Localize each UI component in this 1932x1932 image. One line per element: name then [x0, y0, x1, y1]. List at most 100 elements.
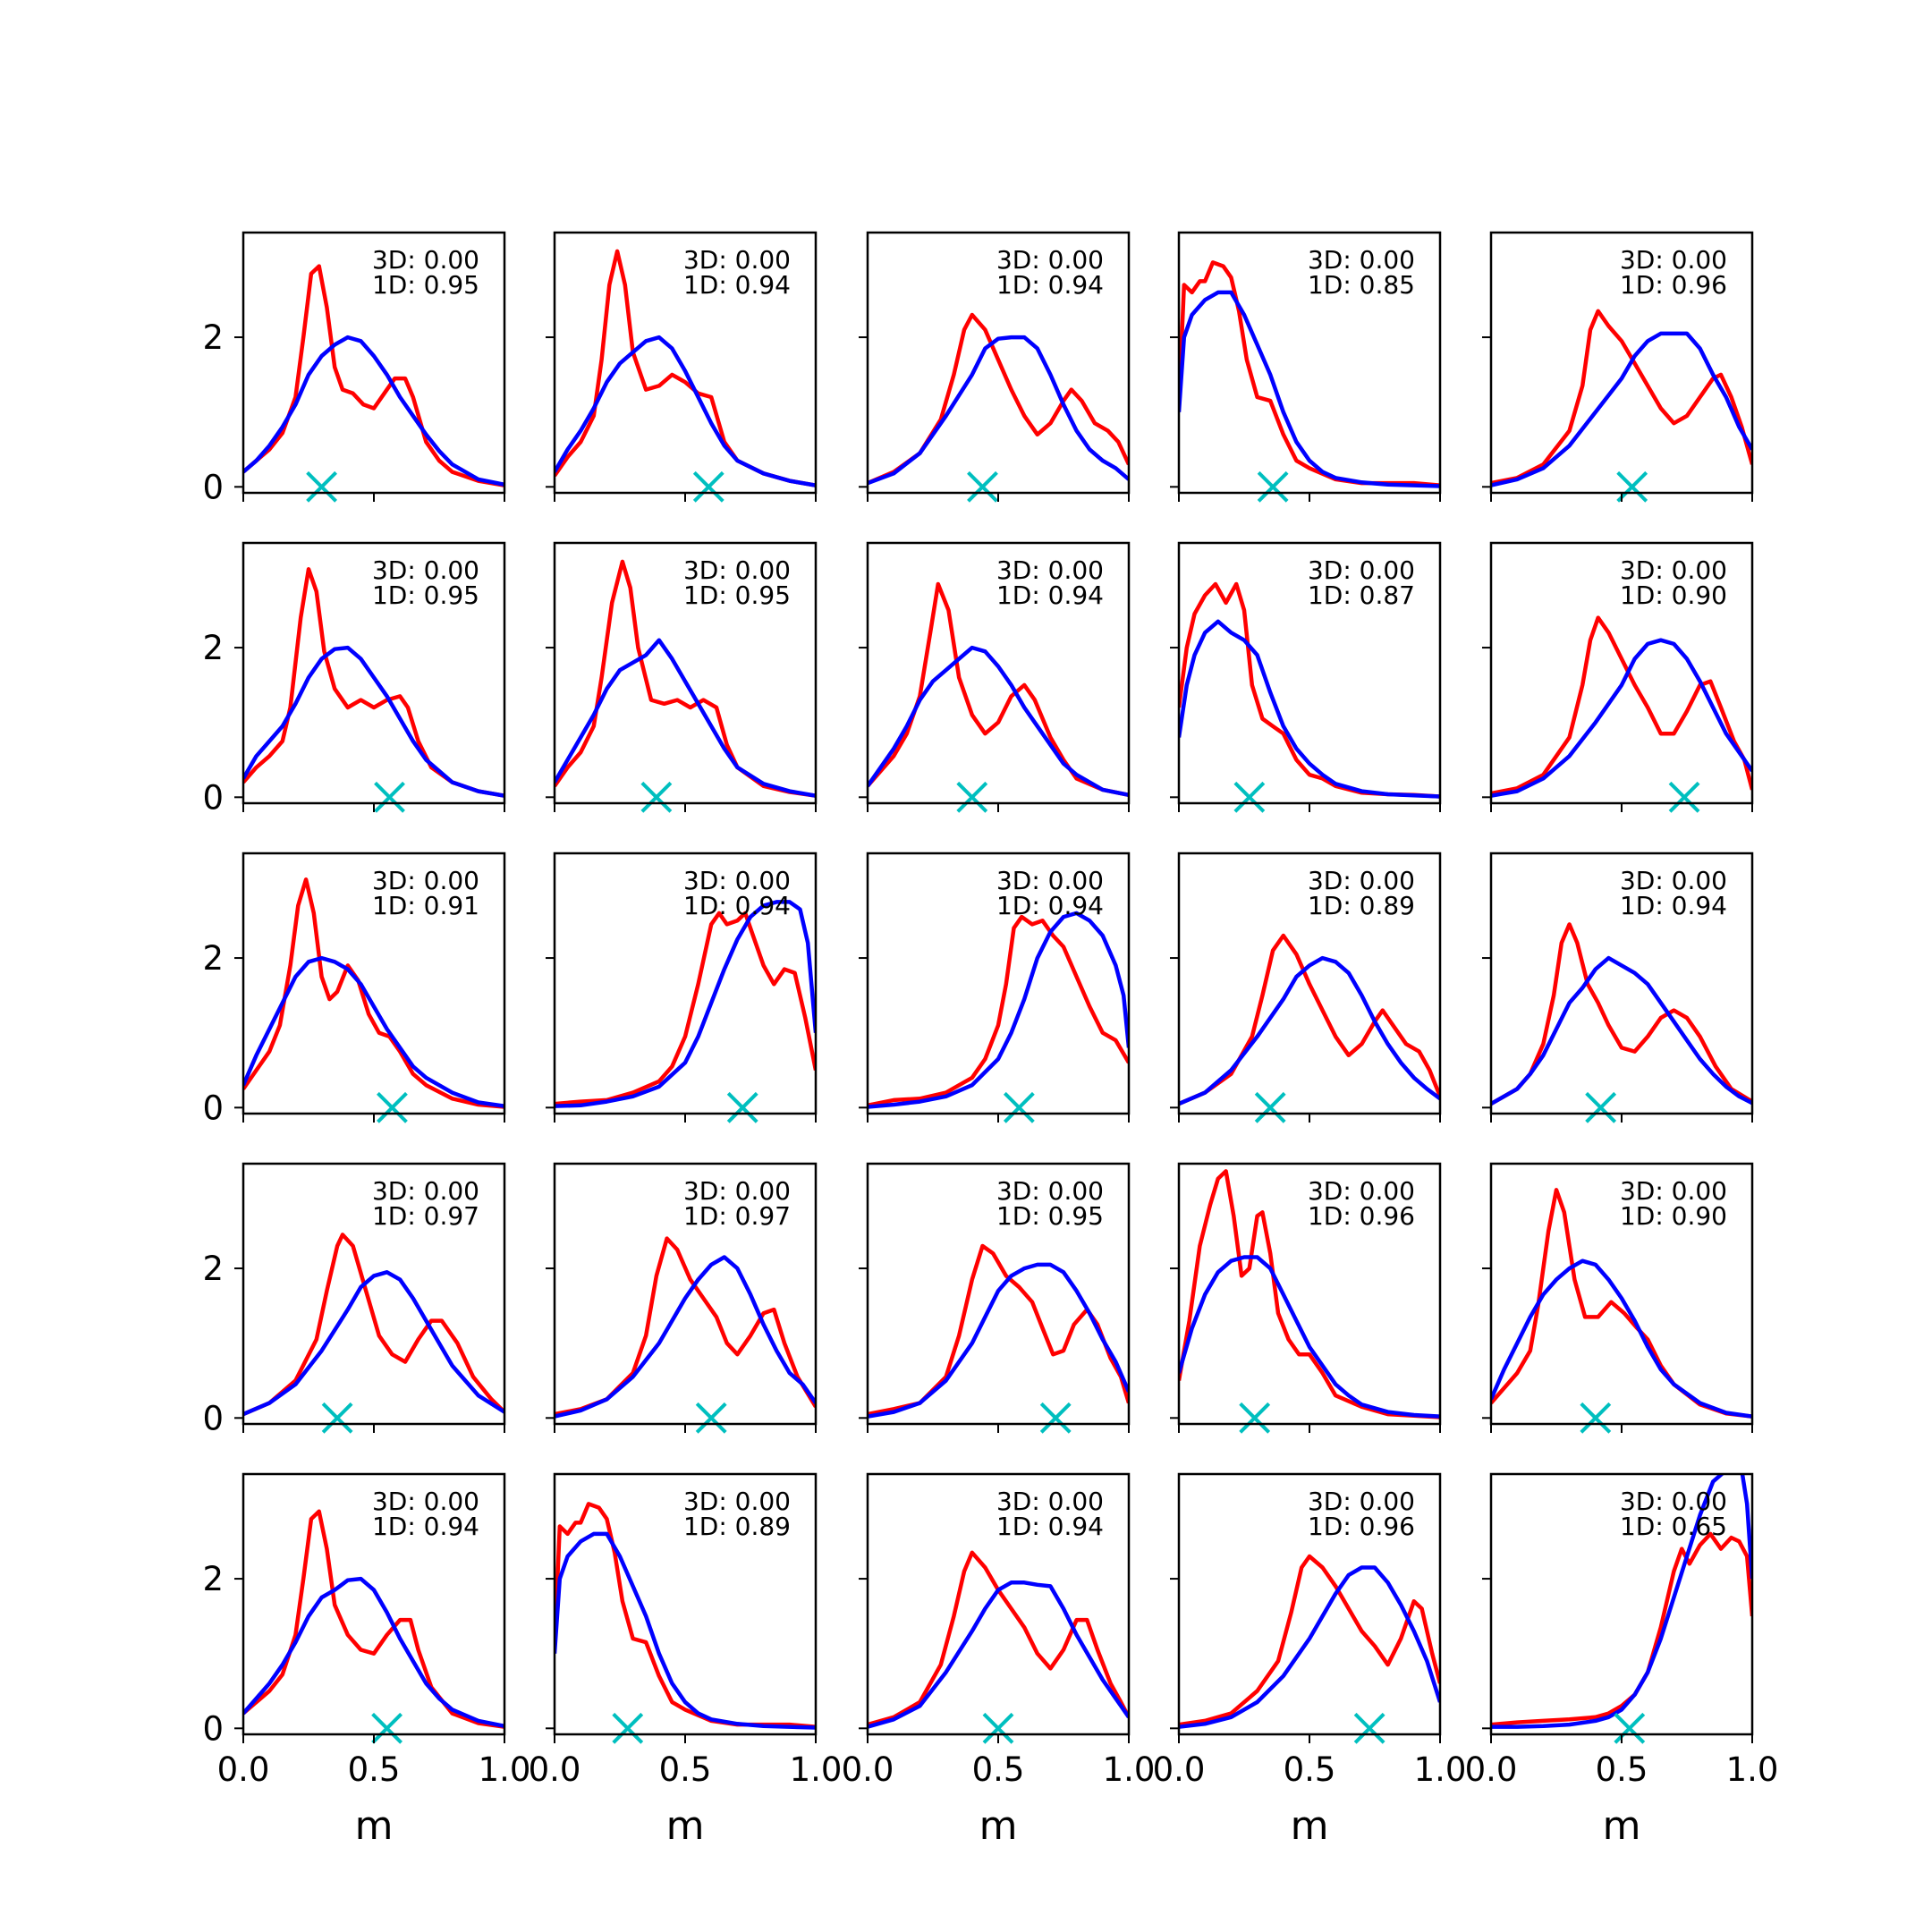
annotation-label: 3D: 0.00: [683, 555, 791, 585]
x-marker-stroke: [956, 781, 988, 813]
annotation-label: 1D: 0.85: [1308, 270, 1415, 300]
annotation-label: 1D: 0.97: [372, 1201, 479, 1231]
series-1d-line: [868, 911, 1129, 1109]
x-marker: [374, 781, 405, 813]
annotation-label: 3D: 0.00: [996, 866, 1104, 895]
x-marker: [371, 1712, 403, 1744]
x-tick-label: 0.0: [217, 1750, 270, 1789]
series-3d-line: [1491, 1531, 1752, 1727]
series-1d-line: [1179, 290, 1440, 488]
series-1d-line: [243, 645, 504, 798]
y-tick-label: 2: [202, 318, 224, 357]
annotation-label: 1D: 0.95: [372, 270, 479, 300]
x-marker-stroke: [640, 781, 673, 813]
x-axis-label: m: [1291, 1803, 1329, 1849]
annotation-label: 3D: 0.00: [683, 245, 791, 275]
series-1d-line: [243, 1270, 504, 1417]
y-tick-label: 2: [202, 629, 224, 667]
y-tick-label: 0: [202, 468, 224, 506]
x-marker-stroke: [982, 1712, 1014, 1744]
annotation-label: 1D: 0.91: [372, 891, 479, 920]
series-1d-line: [1491, 331, 1752, 487]
series-1d-line: [555, 1531, 816, 1730]
annotation-label: 1D: 0.94: [683, 270, 791, 300]
annotation-label: 1D: 0.97: [683, 1201, 791, 1231]
x-marker-stroke: [321, 1402, 353, 1434]
x-marker: [982, 1712, 1014, 1744]
x-tick-label: 0.5: [659, 1750, 712, 1789]
x-marker-stroke: [1585, 1091, 1617, 1123]
series-1d-line: [555, 900, 816, 1108]
annotation-label: 1D: 0.94: [996, 580, 1104, 610]
annotation-label: 3D: 0.00: [996, 245, 1104, 275]
annotation-label: 1D: 0.94: [996, 891, 1104, 920]
series-3d-line: [1179, 1554, 1440, 1727]
x-tick-label: 1.0: [1414, 1750, 1467, 1789]
series-1d-line: [868, 335, 1129, 486]
annotation-label: 1D: 0.95: [372, 580, 479, 610]
series-1d-line: [243, 1576, 504, 1729]
annotation-label: 3D: 0.00: [1308, 866, 1415, 895]
x-tick-label: 1.0: [479, 1750, 531, 1789]
x-marker-stroke: [371, 1712, 403, 1744]
series-3d-line: [243, 1233, 504, 1417]
x-tick-label: 0.5: [1284, 1750, 1336, 1789]
annotation-label: 3D: 0.00: [1620, 866, 1727, 895]
annotation-label: 3D: 0.00: [1308, 1176, 1415, 1206]
series-3d-line: [868, 1550, 1129, 1727]
annotation-label: 1D: 0.96: [1308, 1201, 1415, 1231]
x-marker: [1353, 1712, 1385, 1744]
series-1d-line: [1491, 638, 1752, 798]
annotation-label: 3D: 0.00: [683, 866, 791, 895]
x-marker-stroke: [1353, 1712, 1385, 1744]
x-marker-stroke: [1614, 1712, 1646, 1744]
x-marker-stroke: [692, 470, 724, 503]
series-1d-line: [1179, 1565, 1440, 1729]
x-marker-stroke: [1003, 1091, 1035, 1123]
x-marker-stroke: [1257, 470, 1289, 503]
x-tick-label: 0.0: [1465, 1750, 1518, 1789]
annotation-label: 1D: 0.94: [372, 1512, 479, 1541]
series-3d-line: [243, 1509, 504, 1729]
annotation-label: 1D: 0.89: [683, 1512, 791, 1541]
annotation-label: 3D: 0.00: [1620, 245, 1727, 275]
x-marker-stroke: [1254, 1091, 1286, 1123]
annotation-label: 3D: 0.00: [1620, 1487, 1727, 1516]
annotation-label: 3D: 0.00: [996, 1487, 1104, 1516]
x-marker: [1003, 1091, 1035, 1123]
series-1d-line: [243, 335, 504, 487]
x-marker: [1257, 470, 1289, 503]
annotation-label: 1D: 0.90: [1620, 1201, 1727, 1231]
annotation-label: 1D: 0.94: [996, 270, 1104, 300]
x-marker: [1233, 781, 1266, 813]
series-1d-line: [555, 638, 816, 798]
x-marker-stroke: [377, 1091, 408, 1123]
x-tick-label: 0.0: [842, 1750, 894, 1789]
annotation-label: 1D: 0.94: [1620, 891, 1727, 920]
x-marker: [321, 1402, 353, 1434]
annotation-label: 1D: 0.89: [1308, 891, 1415, 920]
x-marker: [726, 1091, 758, 1123]
x-marker-stroke: [967, 470, 998, 503]
series-1d-line: [1179, 1255, 1440, 1419]
x-marker-stroke: [695, 1402, 727, 1434]
y-tick-label: 0: [202, 778, 224, 817]
series-3d-line: [555, 911, 816, 1106]
x-marker: [695, 1402, 727, 1434]
annotation-label: 3D: 0.00: [996, 555, 1104, 585]
annotation-label: 3D: 0.00: [1620, 1176, 1727, 1206]
annotation-label: 3D: 0.00: [996, 1176, 1104, 1206]
x-marker: [692, 470, 724, 503]
